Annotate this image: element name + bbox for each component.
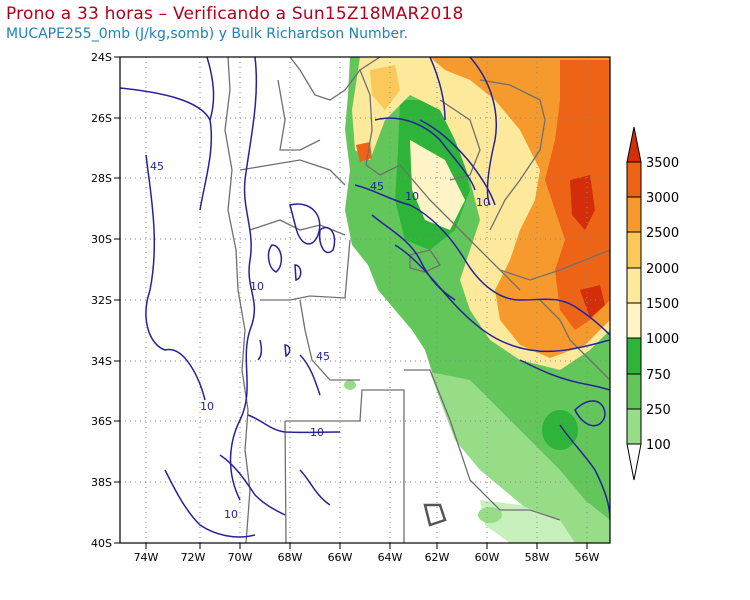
map-subtitle: MUCAPE255_0mb (J/kg,somb) y Bulk Richard… xyxy=(6,26,409,42)
colorbar-label: 1000 xyxy=(646,332,679,347)
colorbar-label: 250 xyxy=(646,403,671,418)
colorbar xyxy=(626,126,642,481)
lat-tick-label: 28S xyxy=(91,172,112,185)
colorbar-label: 2500 xyxy=(646,226,679,241)
lon-tick-label: 66W xyxy=(328,551,353,564)
lon-axis xyxy=(145,543,588,549)
contour-label: 10 xyxy=(250,280,264,293)
colorbar-top-arrow xyxy=(626,126,642,163)
cape-darkred-region xyxy=(570,175,595,230)
colorbar-swatch xyxy=(626,161,642,198)
colorbar-swatch xyxy=(626,267,642,304)
cape-lightgreen-region xyxy=(430,372,610,543)
cape-palegreen-region xyxy=(480,500,575,543)
colorbar-swatch xyxy=(626,196,642,233)
colorbar-label: 3000 xyxy=(646,191,679,206)
cape-blob xyxy=(344,380,356,390)
lon-tick-label: 58W xyxy=(525,551,550,564)
cape-blob xyxy=(542,410,578,450)
lat-tick-label: 38S xyxy=(91,476,112,489)
lon-tick-label: 62W xyxy=(425,551,450,564)
colorbar-bottom-arrow xyxy=(626,443,642,481)
colorbar-swatch xyxy=(626,337,642,375)
cape-blob xyxy=(478,507,502,523)
lat-tick-label: 30S xyxy=(91,233,112,246)
lon-tick-label: 72W xyxy=(181,551,206,564)
contour-label: 45 xyxy=(370,180,384,193)
colorbar-swatch xyxy=(626,231,642,269)
colorbar-label: 3500 xyxy=(646,156,679,171)
map-title: Prono a 33 horas – Verificando a Sun15Z1… xyxy=(6,4,464,24)
cape-field xyxy=(120,57,610,543)
contour-label: 10 xyxy=(476,196,490,209)
lat-tick-label: 32S xyxy=(91,294,112,307)
colorbar-label: 100 xyxy=(646,438,671,453)
lat-tick-label: 34S xyxy=(91,355,112,368)
contour-labels: 45 45 10 10 10 45 10 10 10 xyxy=(150,160,490,521)
contour-label: 10 xyxy=(200,400,214,413)
contour-label: 10 xyxy=(405,190,419,203)
contour-label: 10 xyxy=(224,508,238,521)
contour-label: 45 xyxy=(150,160,164,173)
contour-label: 45 xyxy=(316,350,330,363)
lat-tick-label: 24S xyxy=(91,51,112,64)
lon-tick-label: 70W xyxy=(228,551,253,564)
lon-labels: 74W 72W 70W 68W 66W 64W 62W 60W 58W 56W xyxy=(134,551,600,564)
lat-labels: 24S 26S 28S 30S 32S 34S 36S 38S 40S xyxy=(91,51,112,550)
colorbar-label: 2000 xyxy=(646,262,679,277)
cape-lightyellow-region xyxy=(410,140,465,230)
lon-tick-label: 74W xyxy=(134,551,159,564)
cape-darkred-region-2 xyxy=(580,285,605,318)
colorbar-swatch xyxy=(626,302,642,339)
lat-lon-grid xyxy=(120,57,610,543)
lat-tick-label: 40S xyxy=(91,537,112,550)
colorbar-label: 1500 xyxy=(646,297,679,312)
richardson-contours xyxy=(120,57,610,538)
lon-tick-label: 56W xyxy=(575,551,600,564)
political-boundaries xyxy=(224,57,610,543)
colorbar-swatch xyxy=(626,373,642,410)
lat-axis xyxy=(114,56,120,544)
colorbar-label: 750 xyxy=(646,368,671,383)
colorbar-labels: 3500 3000 2500 2000 1500 1000 750 250 10… xyxy=(646,156,679,453)
lon-tick-label: 68W xyxy=(278,551,303,564)
lon-tick-label: 60W xyxy=(475,551,500,564)
lat-tick-label: 26S xyxy=(91,112,112,125)
lat-tick-label: 36S xyxy=(91,415,112,428)
colorbar-swatch xyxy=(626,408,642,445)
cape-lightorange-region xyxy=(370,65,400,110)
contour-label: 10 xyxy=(310,426,324,439)
lon-tick-label: 64W xyxy=(378,551,403,564)
